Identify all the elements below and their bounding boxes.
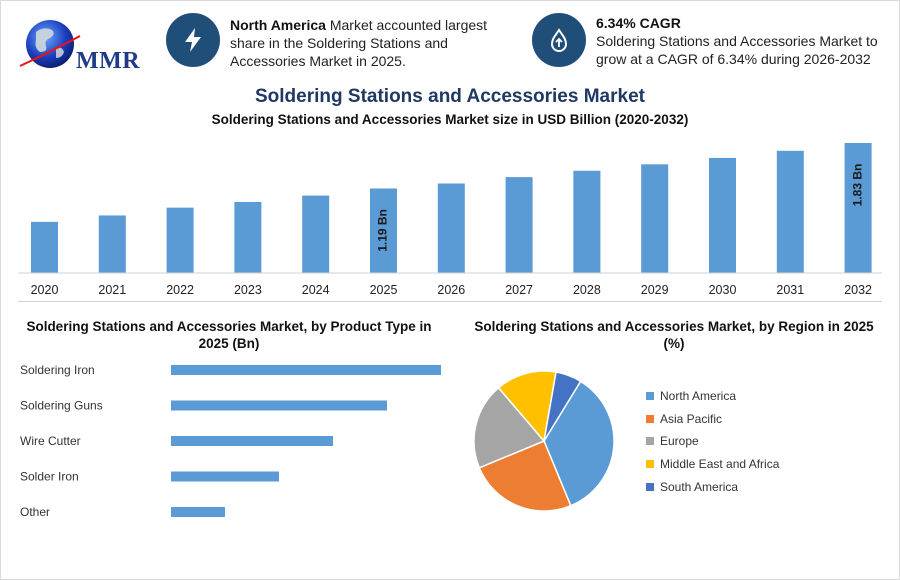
category-label-soldering-guns: Soldering Guns <box>20 399 103 413</box>
lightning-icon <box>166 13 220 67</box>
legend-label: North America <box>660 389 737 403</box>
x-tick-2027: 2027 <box>505 283 533 297</box>
pie-slice-south-america <box>543 371 582 442</box>
product-type-title: Soldering Stations and Accessories Marke… <box>26 319 432 351</box>
x-tick-2024: 2024 <box>302 283 330 297</box>
region-title: Soldering Stations and Accessories Marke… <box>474 319 874 351</box>
info-card-cagr: 6.34% CAGR Soldering Stations and Access… <box>596 14 886 68</box>
data-label-2025: 1.19 Bn <box>376 209 390 252</box>
legend-label: Middle East and Africa <box>660 457 780 472</box>
mmr-logo: MMR <box>14 14 144 78</box>
legend-item-south-america: South America <box>646 480 738 494</box>
bar-2024 <box>302 195 330 273</box>
x-tick-2028: 2028 <box>573 283 601 297</box>
hbar-solder-iron <box>171 471 279 482</box>
bar-2020 <box>31 221 58 273</box>
legend-swatch <box>646 414 654 423</box>
x-tick-2026: 2026 <box>437 283 465 297</box>
category-label-soldering-iron: Soldering Iron <box>20 363 95 377</box>
category-label-other: Other <box>20 505 50 519</box>
x-tick-2021: 2021 <box>98 283 126 297</box>
legend-item-asia-pacific: Asia Pacific <box>646 412 722 426</box>
legend-item-middle-east-and-africa: Middle East and Africa <box>646 457 779 471</box>
legend-swatch <box>646 460 654 469</box>
pie-slice-europe <box>473 386 546 469</box>
category-label-solder-iron: Solder Iron <box>20 470 79 484</box>
info-card-2-text: Soldering Stations and Accessories Marke… <box>596 33 878 67</box>
bar-2023 <box>234 201 262 273</box>
logo-text: MMR <box>76 48 141 74</box>
bar-2032 <box>844 143 872 273</box>
x-tick-2030: 2030 <box>709 283 737 297</box>
x-tick-2025: 2025 <box>370 283 398 297</box>
globe-icon <box>19 20 81 68</box>
x-tick-2020: 2020 <box>31 283 59 297</box>
pie-slice-middle-east-and-africa <box>497 370 557 443</box>
legend-label: South America <box>660 479 739 494</box>
bar-2026 <box>437 183 465 273</box>
legend-label: Europe <box>660 434 699 449</box>
hbar-wire-cutter <box>171 436 333 446</box>
info-card-north-america: North America Market accounted largest s… <box>230 16 522 70</box>
x-tick-2031: 2031 <box>776 283 804 297</box>
region-pie-chart <box>473 370 615 512</box>
divider <box>18 301 882 302</box>
bar-2030 <box>709 157 736 273</box>
market-size-bar-chart: 2020 2021 2022 2023 2024 2025 1.19 Bn 2026 2027 2… <box>18 143 882 297</box>
bar-2025 <box>370 188 397 273</box>
legend-item-north-america: North America <box>646 389 736 403</box>
info-card-1-text: Market accounted largest share in the So… <box>230 17 488 69</box>
bar-2031 <box>776 150 804 273</box>
legend-swatch <box>646 437 654 446</box>
hbar-other <box>171 507 225 517</box>
chart-subtitle: Soldering Stations and Accessories Marke… <box>211 112 689 127</box>
legend-swatch <box>646 392 654 400</box>
growth-icon <box>532 13 586 67</box>
pie-slice-north-america <box>543 380 615 507</box>
info-card-1-bold: North America <box>230 17 326 33</box>
bar-2022 <box>166 207 194 273</box>
category-label-wire-cutter: Wire Cutter <box>20 434 81 448</box>
hbar-soldering-guns <box>171 400 387 411</box>
info-card-2-bold: 6.34% CAGR <box>596 15 681 31</box>
x-tick-2023: 2023 <box>234 283 262 297</box>
hbar-soldering-iron <box>171 365 441 375</box>
bar-2029 <box>641 164 669 273</box>
x-tick-2022: 2022 <box>166 283 194 297</box>
legend-label: Asia Pacific <box>660 411 723 426</box>
product-type-bar-chart: Soldering Iron Soldering Guns Wire Cutter S… <box>20 363 441 519</box>
x-tick-2032: 2032 <box>844 283 872 297</box>
legend-item-europe: Europe <box>646 434 699 448</box>
legend-swatch <box>646 482 654 491</box>
bar-2028 <box>573 170 601 273</box>
chart-title: Soldering Stations and Accessories Marke… <box>255 86 645 107</box>
data-label-2032: 1.83 Bn <box>850 164 864 207</box>
x-tick-2029: 2029 <box>641 283 669 297</box>
bar-2027 <box>505 177 533 273</box>
bar-2021 <box>98 215 126 273</box>
